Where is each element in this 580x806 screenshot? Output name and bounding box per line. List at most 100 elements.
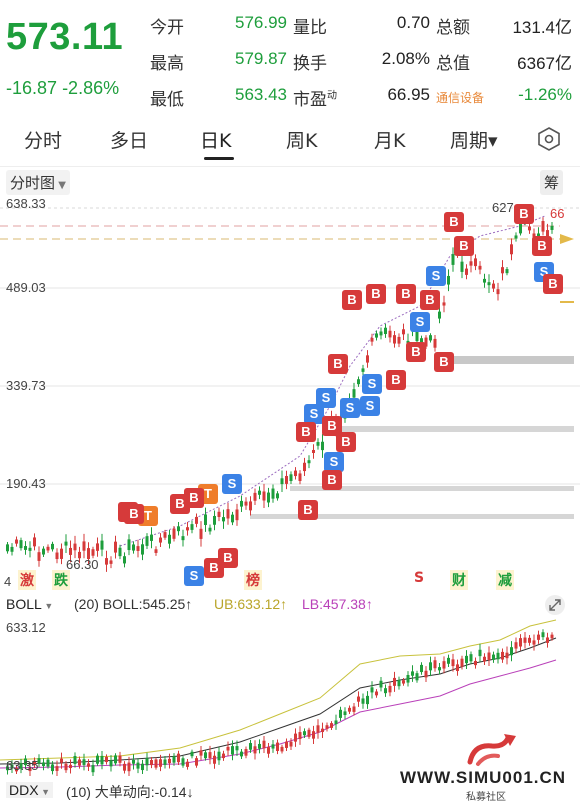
candle-body xyxy=(127,539,131,551)
candle-body xyxy=(105,558,108,565)
boll-indicator-bar: BOLL ▼ (20) BOLL:545.25↑ UB:633.12↑ LB:4… xyxy=(0,592,580,618)
candle-body xyxy=(276,742,279,751)
sell-marker[interactable]: S xyxy=(316,388,336,408)
ddx-dropdown[interactable]: DDX ▼ xyxy=(6,782,53,798)
boll-lb: LB:457.38↑ xyxy=(302,596,373,612)
buy-marker[interactable]: B xyxy=(328,354,348,374)
candle-body xyxy=(240,500,243,507)
sell-marker[interactable]: S xyxy=(426,266,446,286)
buy-marker[interactable]: B xyxy=(532,236,552,256)
buy-marker[interactable]: B xyxy=(342,290,362,310)
kline-chart[interactable]: 分时图 ▼ 筹 638.33 489.03 339.73 190.43 4 62… xyxy=(0,166,580,592)
sell-marker[interactable]: S xyxy=(360,396,380,416)
candle-body xyxy=(118,755,122,763)
buy-marker[interactable]: B xyxy=(124,504,144,524)
stat-turnover-value: 2.08% xyxy=(381,49,430,68)
tab-monthly-k[interactable]: 月K xyxy=(374,130,406,152)
buy-marker[interactable]: B xyxy=(514,204,534,224)
expand-icon[interactable] xyxy=(544,594,566,616)
tab-daily-k[interactable]: 日K xyxy=(200,130,232,152)
boll-candles xyxy=(6,629,554,776)
event-label[interactable]: 跌 xyxy=(52,570,70,590)
sell-marker[interactable]: S xyxy=(340,398,360,418)
candle-body xyxy=(384,327,387,335)
buy-marker[interactable]: B xyxy=(298,500,318,520)
candle-body xyxy=(159,759,162,767)
sell-marker[interactable]: S xyxy=(222,474,242,494)
buy-marker[interactable]: B xyxy=(434,352,454,372)
boll-bottom-label: 63.35 xyxy=(6,758,39,773)
buy-marker[interactable]: B xyxy=(454,236,474,256)
tab-weekly-k[interactable]: 周K xyxy=(286,130,318,152)
buy-marker[interactable]: B xyxy=(406,342,426,362)
candle-body xyxy=(163,759,167,765)
candle-body xyxy=(105,756,108,763)
chip-distribution-button[interactable]: 筹 xyxy=(540,170,564,195)
candle-body xyxy=(60,758,63,763)
chart-overlay-dropdown[interactable]: 分时图 ▼ xyxy=(6,170,70,195)
candle-body xyxy=(433,660,437,669)
indicator-dropdown[interactable]: BOLL ▼ xyxy=(6,596,54,612)
buy-marker[interactable]: B xyxy=(386,370,406,390)
current-price: 573.11 xyxy=(6,16,124,58)
boll-chart[interactable]: 633.12 63.35 xyxy=(0,618,580,776)
candle-body xyxy=(235,509,239,521)
tab-period-dropdown[interactable]: 周期▾ xyxy=(450,130,498,152)
candle-body xyxy=(267,492,270,503)
candle-body xyxy=(15,539,18,544)
buy-marker[interactable]: B xyxy=(204,558,224,578)
candle-body xyxy=(546,637,549,643)
candle-body xyxy=(267,747,270,754)
buy-marker[interactable]: B xyxy=(322,470,342,490)
candle-body xyxy=(181,536,185,541)
candle-body xyxy=(145,758,149,766)
candle-body xyxy=(217,751,221,761)
candle-body xyxy=(370,687,374,693)
buy-marker[interactable]: B xyxy=(366,284,386,304)
candle-body xyxy=(109,560,113,564)
candle-body xyxy=(114,755,117,764)
tab-multi-day[interactable]: 多日 xyxy=(110,130,149,152)
sell-marker[interactable]: S xyxy=(304,404,324,424)
candle-body xyxy=(402,329,405,335)
tab-intraday[interactable]: 分时 xyxy=(24,130,63,152)
sell-marker[interactable]: S xyxy=(410,312,430,332)
buy-marker[interactable]: B xyxy=(543,274,563,294)
candle-body xyxy=(262,491,266,501)
event-label[interactable]: 激 xyxy=(18,570,36,590)
sell-marker[interactable]: S xyxy=(184,566,204,586)
event-label[interactable]: S xyxy=(414,570,425,586)
buy-marker[interactable]: B xyxy=(336,432,356,452)
candle-body xyxy=(429,662,432,671)
candle-body xyxy=(474,258,477,267)
candle-body xyxy=(285,475,288,484)
buy-marker[interactable]: B xyxy=(322,416,342,436)
candle-body xyxy=(496,289,500,295)
event-label[interactable]: 财 xyxy=(450,570,468,590)
candle-body xyxy=(478,649,482,657)
buy-marker[interactable]: B xyxy=(170,494,190,514)
buy-marker[interactable]: B xyxy=(296,422,316,442)
settings-hex-icon[interactable] xyxy=(536,126,562,152)
high-price-label-2: 66 xyxy=(550,206,565,221)
sector-name[interactable]: 通信设备 xyxy=(436,91,485,105)
candle-body xyxy=(348,707,351,712)
sell-marker[interactable]: S xyxy=(362,374,382,394)
candle-body xyxy=(541,632,545,638)
event-label[interactable]: 榜 xyxy=(244,570,262,590)
change-percent: -2.86% xyxy=(62,78,120,98)
buy-marker[interactable]: B xyxy=(420,290,440,310)
candle-body xyxy=(10,764,14,769)
boll-top-label: 633.12 xyxy=(6,620,46,635)
candle-body xyxy=(541,221,545,232)
candle-body xyxy=(258,490,261,495)
stat-open-value: 576.99 xyxy=(235,13,287,32)
y-label-2: 489.03 xyxy=(6,280,46,295)
buy-marker[interactable]: B xyxy=(444,212,464,232)
candle-body xyxy=(321,441,324,451)
buy-marker[interactable]: B xyxy=(396,284,416,304)
candle-body xyxy=(393,677,396,686)
sell-marker[interactable]: S xyxy=(324,452,344,472)
candle-body xyxy=(24,758,27,766)
event-label[interactable]: 减 xyxy=(496,570,514,590)
